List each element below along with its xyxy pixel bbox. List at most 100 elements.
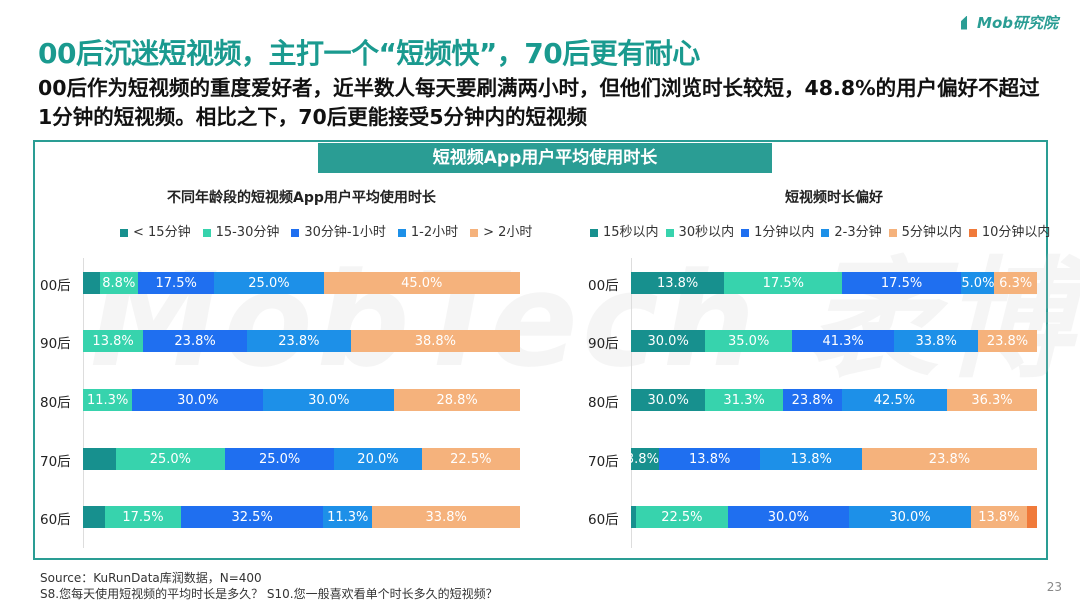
- legend-swatch: [968, 228, 977, 237]
- bar-segment: 33.8%: [894, 330, 979, 352]
- bar-segment: 17.5%: [137, 272, 215, 294]
- legend-item: 1分钟以内: [741, 221, 814, 240]
- legend-swatch: [291, 228, 300, 237]
- bar-segment: 32.5%: [181, 506, 324, 528]
- legend-label: 1分钟以内: [754, 225, 815, 240]
- category-label: 80后: [588, 395, 619, 411]
- stacked-bar: 22.5% 30.0% 30.0% 13.8%: [631, 506, 1037, 528]
- bar-segment: 30.0%: [631, 330, 706, 352]
- legend-swatch: [665, 228, 674, 237]
- bar-segment: [1026, 506, 1037, 528]
- logo-mark-icon: [961, 15, 968, 30]
- bar-segment: 33.8%: [372, 506, 520, 528]
- bar-segment: 30.0%: [263, 389, 395, 411]
- bar-segment: 25.0%: [225, 448, 335, 470]
- left-chart-title: 不同年龄段的短视频App用户平均使用时长: [167, 190, 436, 206]
- category-label: 90后: [588, 336, 619, 352]
- bar-segment: 41.3%: [792, 330, 895, 352]
- bar-segment: [83, 448, 116, 470]
- watermark: MobTech 袤博: [90, 244, 1077, 396]
- bar-segment: [83, 506, 105, 528]
- right-chart-title: 短视频时长偏好: [785, 190, 883, 206]
- category-label: 60后: [40, 512, 71, 528]
- category-label: 70后: [588, 454, 619, 470]
- legend-item: 15秒以内: [590, 221, 659, 240]
- stacked-bar: 8.8% 17.5% 25.0% 45.0%: [83, 272, 520, 294]
- panel-header: 短视频App用户平均使用时长: [318, 143, 772, 173]
- legend-label: 30秒以内: [678, 225, 735, 240]
- legend-swatch: [821, 228, 830, 237]
- bar-segment: 13.8%: [631, 272, 725, 294]
- stacked-bar: 17.5% 32.5% 11.3% 33.8%: [83, 506, 520, 528]
- legend-swatch: [120, 228, 128, 237]
- bar-segment: 17.5%: [842, 272, 961, 294]
- bar-segment: 31.3%: [705, 389, 783, 411]
- legend-item: > 2小时: [470, 221, 532, 240]
- logo-text: Mob研究院: [977, 14, 1058, 32]
- bar-segment: 25.0%: [115, 448, 226, 470]
- bar-segment: 23.8%: [861, 448, 1037, 470]
- bar-segment: 36.3%: [947, 389, 1037, 411]
- bar-segment: [631, 506, 637, 528]
- page-number: 23: [1046, 580, 1062, 594]
- legend-swatch: [590, 228, 598, 237]
- bar-segment: 38.8%: [350, 330, 520, 352]
- category-label: 90后: [40, 336, 71, 352]
- bar-segment: 35.0%: [705, 330, 792, 352]
- category-label: 80后: [40, 395, 71, 411]
- legend-item: < 15分钟: [120, 221, 191, 240]
- legend-item: 5分钟以内: [888, 221, 962, 240]
- stacked-bar: 13.8% 17.5% 17.5% 5.0% 6.3%: [631, 272, 1037, 294]
- stacked-bar: 25.0% 25.0% 20.0% 22.5%: [83, 448, 520, 470]
- stacked-bar: 13.8% 23.8% 23.8% 38.8%: [83, 330, 520, 352]
- category-label: 00后: [588, 278, 619, 294]
- bar-segment: 13.8%: [760, 448, 862, 470]
- bar-segment: 11.3%: [323, 506, 373, 528]
- bar-segment: 17.5%: [104, 506, 182, 528]
- legend-label: 10分钟以内: [981, 225, 1051, 240]
- bar-segment: 6.3%: [994, 272, 1037, 294]
- legend-label: 5分钟以内: [901, 225, 962, 240]
- left-legend: < 15分钟 15-30分钟 30分钟-1小时 1-2小时 > 2小时: [120, 221, 532, 240]
- bar-segment: 45.0%: [323, 272, 520, 294]
- legend-swatch: [397, 228, 406, 237]
- legend-item: 30分钟-1小时: [291, 221, 386, 240]
- legend-label: 15秒以内: [603, 225, 659, 240]
- legend-item: 1-2小时: [397, 221, 459, 240]
- stacked-bar: 11.3% 30.0% 30.0% 28.8%: [83, 389, 520, 411]
- bar-segment: 22.5%: [636, 506, 728, 528]
- logo: Mob研究院: [961, 12, 1058, 33]
- page-title: 00后沉迷短视频，主打一个“短频快”，70后更有耐心: [38, 37, 700, 70]
- legend-swatch: [470, 228, 479, 237]
- bar-segment: [83, 272, 100, 294]
- category-label: 60后: [588, 512, 619, 528]
- source-note: Source：KuRunData库润数据，N=400 S8.您每天使用短视频的平均…: [40, 570, 498, 602]
- bar-segment: 17.5%: [724, 272, 843, 294]
- right-legend: 15秒以内 30秒以内 1分钟以内 2-3分钟 5分钟以内 10分钟以内: [590, 221, 1050, 240]
- chart-panel: [33, 140, 1048, 560]
- category-label: 70后: [40, 454, 71, 470]
- bar-segment: 28.8%: [394, 389, 520, 411]
- bar-segment: 13.8%: [83, 330, 144, 352]
- bar-segment: 30.0%: [132, 389, 264, 411]
- legend-swatch: [202, 228, 211, 237]
- legend-label: < 15分钟: [133, 225, 191, 240]
- bar-segment: 22.5%: [421, 448, 520, 470]
- bar-segment: 3.8%: [631, 448, 659, 470]
- category-label: 00后: [40, 278, 71, 294]
- bar-segment: 30.0%: [849, 506, 971, 528]
- questions-text: S8.您每天使用短视频的平均时长是多久？ S10.您一般喜欢看单个时长多久的短视…: [40, 587, 498, 601]
- legend-item: 10分钟以内: [968, 221, 1051, 240]
- legend-label: 2-3分钟: [834, 225, 882, 240]
- bar-segment: 11.3%: [83, 389, 133, 411]
- bar-segment: 25.0%: [214, 272, 324, 294]
- bar-segment: 8.8%: [99, 272, 138, 294]
- bar-segment: 13.8%: [658, 448, 761, 470]
- legend-label: 1-2小时: [410, 225, 459, 240]
- stacked-bar: 3.8%13.8%13.8%23.8%: [631, 448, 1037, 470]
- bar-segment: 23.8%: [143, 330, 247, 352]
- bar-segment: 42.5%: [841, 389, 948, 411]
- stacked-bar: 30.0% 35.0% 41.3% 33.8% 23.8%: [631, 330, 1037, 352]
- bar-segment: 30.0%: [631, 389, 706, 411]
- source-text: Source：KuRunData库润数据，N=400: [40, 571, 262, 585]
